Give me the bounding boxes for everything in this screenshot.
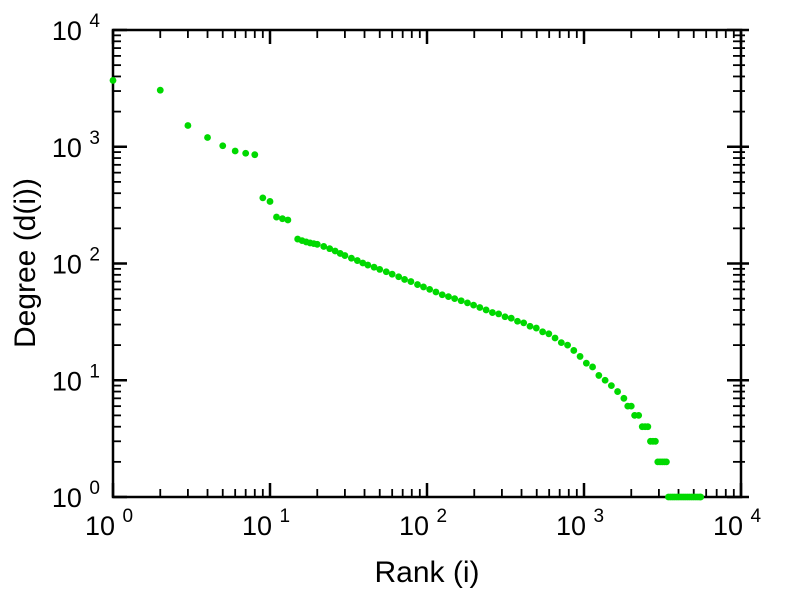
data-point <box>219 142 227 150</box>
data-point <box>564 341 571 349</box>
y-tick-label: 10 1 <box>52 361 100 396</box>
data-point <box>614 388 622 395</box>
data-point <box>539 328 547 336</box>
data-point <box>370 263 378 271</box>
data-point <box>470 301 477 309</box>
data-point <box>320 243 328 250</box>
x-axis-title: Rank (i) <box>374 556 480 589</box>
data-point <box>576 353 584 360</box>
data-point <box>570 347 578 354</box>
data-point <box>341 252 349 259</box>
data-point <box>482 306 490 314</box>
data-point <box>697 493 705 501</box>
data-point <box>407 278 415 285</box>
data-point <box>313 240 321 248</box>
data-point <box>331 247 339 255</box>
data-point <box>620 394 628 402</box>
data-point <box>551 334 559 342</box>
y-tick-label: 10 0 <box>52 478 100 513</box>
data-point <box>635 411 643 419</box>
data-point <box>420 283 427 291</box>
data-point <box>388 270 396 278</box>
data-point <box>652 437 659 445</box>
data-point <box>451 295 459 303</box>
y-tick-label: 10 3 <box>52 128 100 163</box>
data-point <box>601 376 609 384</box>
data-point <box>532 324 540 332</box>
data-point <box>589 363 596 371</box>
data-point <box>231 147 239 155</box>
data-point <box>520 319 528 327</box>
data-point <box>476 304 484 311</box>
y-axis-title: Degree (d(i)) <box>9 177 42 349</box>
x-tick-label: 10 4 <box>713 506 762 541</box>
data-point <box>266 198 274 205</box>
data-point <box>326 245 334 253</box>
data-point <box>204 134 211 141</box>
data-point <box>414 281 421 288</box>
data-point <box>438 291 446 299</box>
data-point <box>156 86 164 94</box>
data-point <box>644 423 652 431</box>
y-tick-label: 10 2 <box>52 245 100 280</box>
data-point <box>259 194 267 202</box>
x-tick-label: 10 0 <box>85 506 133 541</box>
data-point <box>507 314 515 322</box>
data-point <box>273 213 280 221</box>
data-point <box>663 458 670 466</box>
data-point <box>627 402 635 410</box>
data-point <box>401 276 409 283</box>
data-point <box>545 330 553 338</box>
data-point <box>376 266 384 273</box>
x-tick-label: 10 1 <box>242 506 290 541</box>
data-point <box>607 382 615 389</box>
data-point <box>348 254 355 262</box>
data-point <box>432 288 440 296</box>
data-point <box>395 273 403 281</box>
x-tick-label: 10 3 <box>556 506 604 541</box>
data-point <box>457 297 465 305</box>
data-point <box>382 268 390 276</box>
data-point <box>495 310 503 318</box>
data-point <box>595 372 603 379</box>
data-point <box>184 122 192 129</box>
data-point <box>445 293 452 301</box>
data-point <box>514 317 521 325</box>
data-point <box>364 261 372 269</box>
x-tick-label: 10 2 <box>399 506 447 541</box>
data-point <box>284 216 292 224</box>
data-point <box>464 299 471 307</box>
data-point <box>501 313 509 321</box>
data-point <box>251 151 259 159</box>
data-point <box>582 359 590 367</box>
data-point <box>109 77 117 84</box>
data-point <box>242 149 250 157</box>
data-point <box>489 309 496 316</box>
data-point <box>557 339 565 347</box>
data-point <box>426 286 434 293</box>
y-tick-label: 10 4 <box>52 11 101 46</box>
data-point <box>279 215 286 223</box>
data-point <box>526 322 534 330</box>
data-point <box>353 257 361 264</box>
